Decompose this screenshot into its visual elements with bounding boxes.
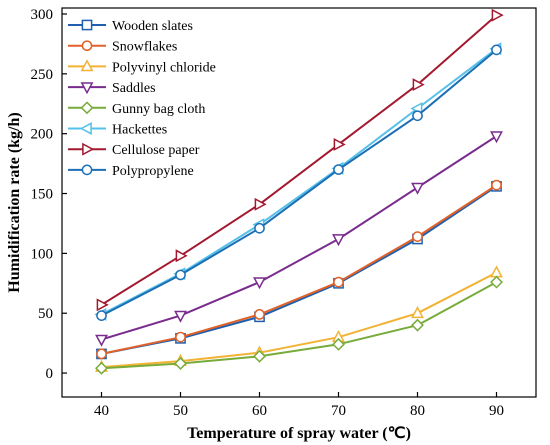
triangle-right-marker [82,142,95,156]
y-tick-label: 100 [31,246,54,262]
triangle-up-marker [80,59,94,72]
series-line [101,184,498,355]
series-line [101,49,498,317]
triangle-right-marker [491,8,504,22]
x-tick-label: 60 [252,403,267,419]
series-line [101,281,497,370]
y-tick-label: 300 [31,7,54,23]
circle-marker [333,164,344,175]
diamond-marker [174,357,187,370]
x-tick-label: 90 [489,403,504,419]
legend-label: Cellulose paper [112,143,200,158]
y-tick-label: 0 [46,366,54,382]
y-tick-label: 150 [31,187,54,203]
series-6 [94,42,502,321]
diamond-marker [253,349,266,363]
triangle-down-marker [411,182,424,195]
triangle-left-marker [79,122,92,135]
triangle-down-marker [95,334,108,347]
legend-label: Hackettes [112,123,167,138]
diamond-marker [332,337,345,351]
legend-item: Saddles [68,81,156,96]
circle-marker [96,310,107,321]
x-axis-title: Temperature of spray water (℃) [187,425,411,442]
diamond-marker [490,275,503,289]
legend-item: Cellulose paper [68,142,200,158]
series-4 [95,131,503,347]
legend-item: Wooden slates [68,19,193,34]
legend-item: Polypropylene [68,164,194,179]
legend-item: Gunny bag cloth [68,101,205,117]
square-marker [81,19,93,31]
series-3 [95,265,503,372]
triangle-down-marker [174,310,187,323]
series-7 [96,8,504,312]
circle-marker [254,309,265,320]
circle-marker [491,179,502,191]
y-axis-title: Humidification rate (kg/h) [6,112,23,292]
diamond-marker [80,101,94,115]
legend-label: Polypropylene [112,164,194,179]
legend-item: Snowflakes [68,40,177,55]
legend-item: Polyvinyl chloride [68,59,216,75]
circle-marker [96,348,107,360]
circle-marker [412,231,423,242]
series-line [100,14,498,306]
triangle-down-marker [332,234,345,247]
series-line [101,47,498,316]
x-tick-label: 40 [94,403,109,419]
circle-marker [412,110,423,122]
series-line [101,271,497,369]
circle-marker [175,331,186,343]
triangle-right-marker [96,298,109,312]
plot-frame [61,7,537,398]
series-line [101,185,498,355]
legend-label: Saddles [112,81,156,96]
x-tick-label: 70 [331,403,346,419]
circle-marker [81,164,93,176]
triangle-up-marker [490,265,503,278]
diamond-marker [95,361,108,375]
triangle-up-marker [411,306,424,319]
x-tick-label: 80 [410,403,425,419]
triangle-right-marker [412,78,425,92]
legend: Wooden slates Snowflakes Polyvinyl chlorid… [68,19,216,179]
circle-marker [333,276,344,288]
x-tick-label: 50 [173,403,188,419]
y-tick-label: 50 [38,306,53,322]
series-8 [96,44,502,321]
triangle-down-marker [80,82,94,95]
legend-label: Snowflakes [112,40,177,55]
y-tick-label: 200 [31,127,54,143]
series-2 [96,179,502,360]
series-line [101,135,498,341]
circle-marker [175,269,186,281]
series-5 [95,275,503,375]
triangle-right-marker [175,249,188,263]
triangle-down-marker [253,277,266,290]
circle-marker [491,44,502,56]
triangle-right-marker [254,197,267,211]
legend-item: Hackettes [68,122,167,138]
circle-marker [254,222,265,234]
y-tick-label: 250 [31,67,54,83]
legend-label: Polyvinyl chloride [112,60,216,75]
legend-label: Gunny bag cloth [112,102,205,117]
diamond-marker [411,318,424,332]
triangle-right-marker [333,137,346,151]
triangle-down-marker [490,131,503,144]
circle-marker [81,40,93,52]
legend-label: Wooden slates [112,19,193,34]
